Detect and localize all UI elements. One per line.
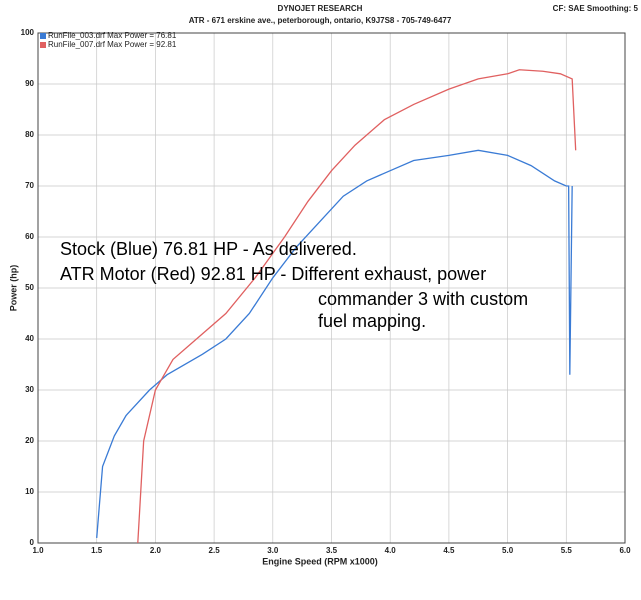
- y-tick-label: 40: [25, 334, 34, 343]
- y-tick-label: 100: [21, 28, 35, 37]
- y-tick-label: 20: [25, 436, 34, 445]
- y-tick-label: 60: [25, 232, 34, 241]
- x-axis-label: Engine Speed (RPM x1000): [262, 556, 378, 566]
- y-tick-label: 90: [25, 79, 34, 88]
- y-tick-label: 0: [30, 538, 35, 547]
- x-tick-label: 3.0: [267, 546, 279, 555]
- x-tick-label: 5.5: [561, 546, 573, 555]
- series-line: [137, 69, 577, 544]
- y-tick-label: 30: [25, 385, 34, 394]
- chart-subtitle: ATR - 671 erskine ave., peterborough, on…: [189, 16, 452, 25]
- y-tick-label: 50: [25, 283, 34, 292]
- legend-swatch: [40, 42, 46, 48]
- x-tick-label: 4.0: [385, 546, 397, 555]
- plot-frame: [37, 32, 626, 544]
- y-tick-label: 70: [25, 181, 34, 190]
- chart-title: DYNOJET RESEARCH: [278, 4, 363, 13]
- x-tick-label: 1.0: [32, 546, 44, 555]
- y-tick-label: 10: [25, 487, 34, 496]
- annotation: Stock (Blue) 76.81 HP - As delivered.: [60, 239, 357, 259]
- annotation: ATR Motor (Red) 92.81 HP - Different exh…: [60, 264, 486, 284]
- y-tick-label: 80: [25, 130, 34, 139]
- y-axis-label: Power (hp): [8, 265, 18, 312]
- x-tick-label: 4.5: [443, 546, 455, 555]
- x-tick-label: 2.0: [150, 546, 162, 555]
- x-tick-label: 3.5: [326, 546, 338, 555]
- legend-label: RunFile_003.drf Max Power = 76.81: [48, 31, 177, 40]
- legend-label: RunFile_007.drf Max Power = 92.81: [48, 40, 177, 49]
- x-tick-label: 6.0: [619, 546, 631, 555]
- legend-swatch: [40, 33, 46, 39]
- settings-label: CF: SAE Smoothing: 5: [553, 4, 639, 13]
- x-tick-label: 2.5: [209, 546, 221, 555]
- series-line: [96, 149, 573, 538]
- x-tick-label: 5.0: [502, 546, 514, 555]
- annotation: commander 3 with custom: [318, 289, 528, 309]
- x-tick-label: 1.5: [91, 546, 103, 555]
- annotation: fuel mapping.: [318, 311, 426, 331]
